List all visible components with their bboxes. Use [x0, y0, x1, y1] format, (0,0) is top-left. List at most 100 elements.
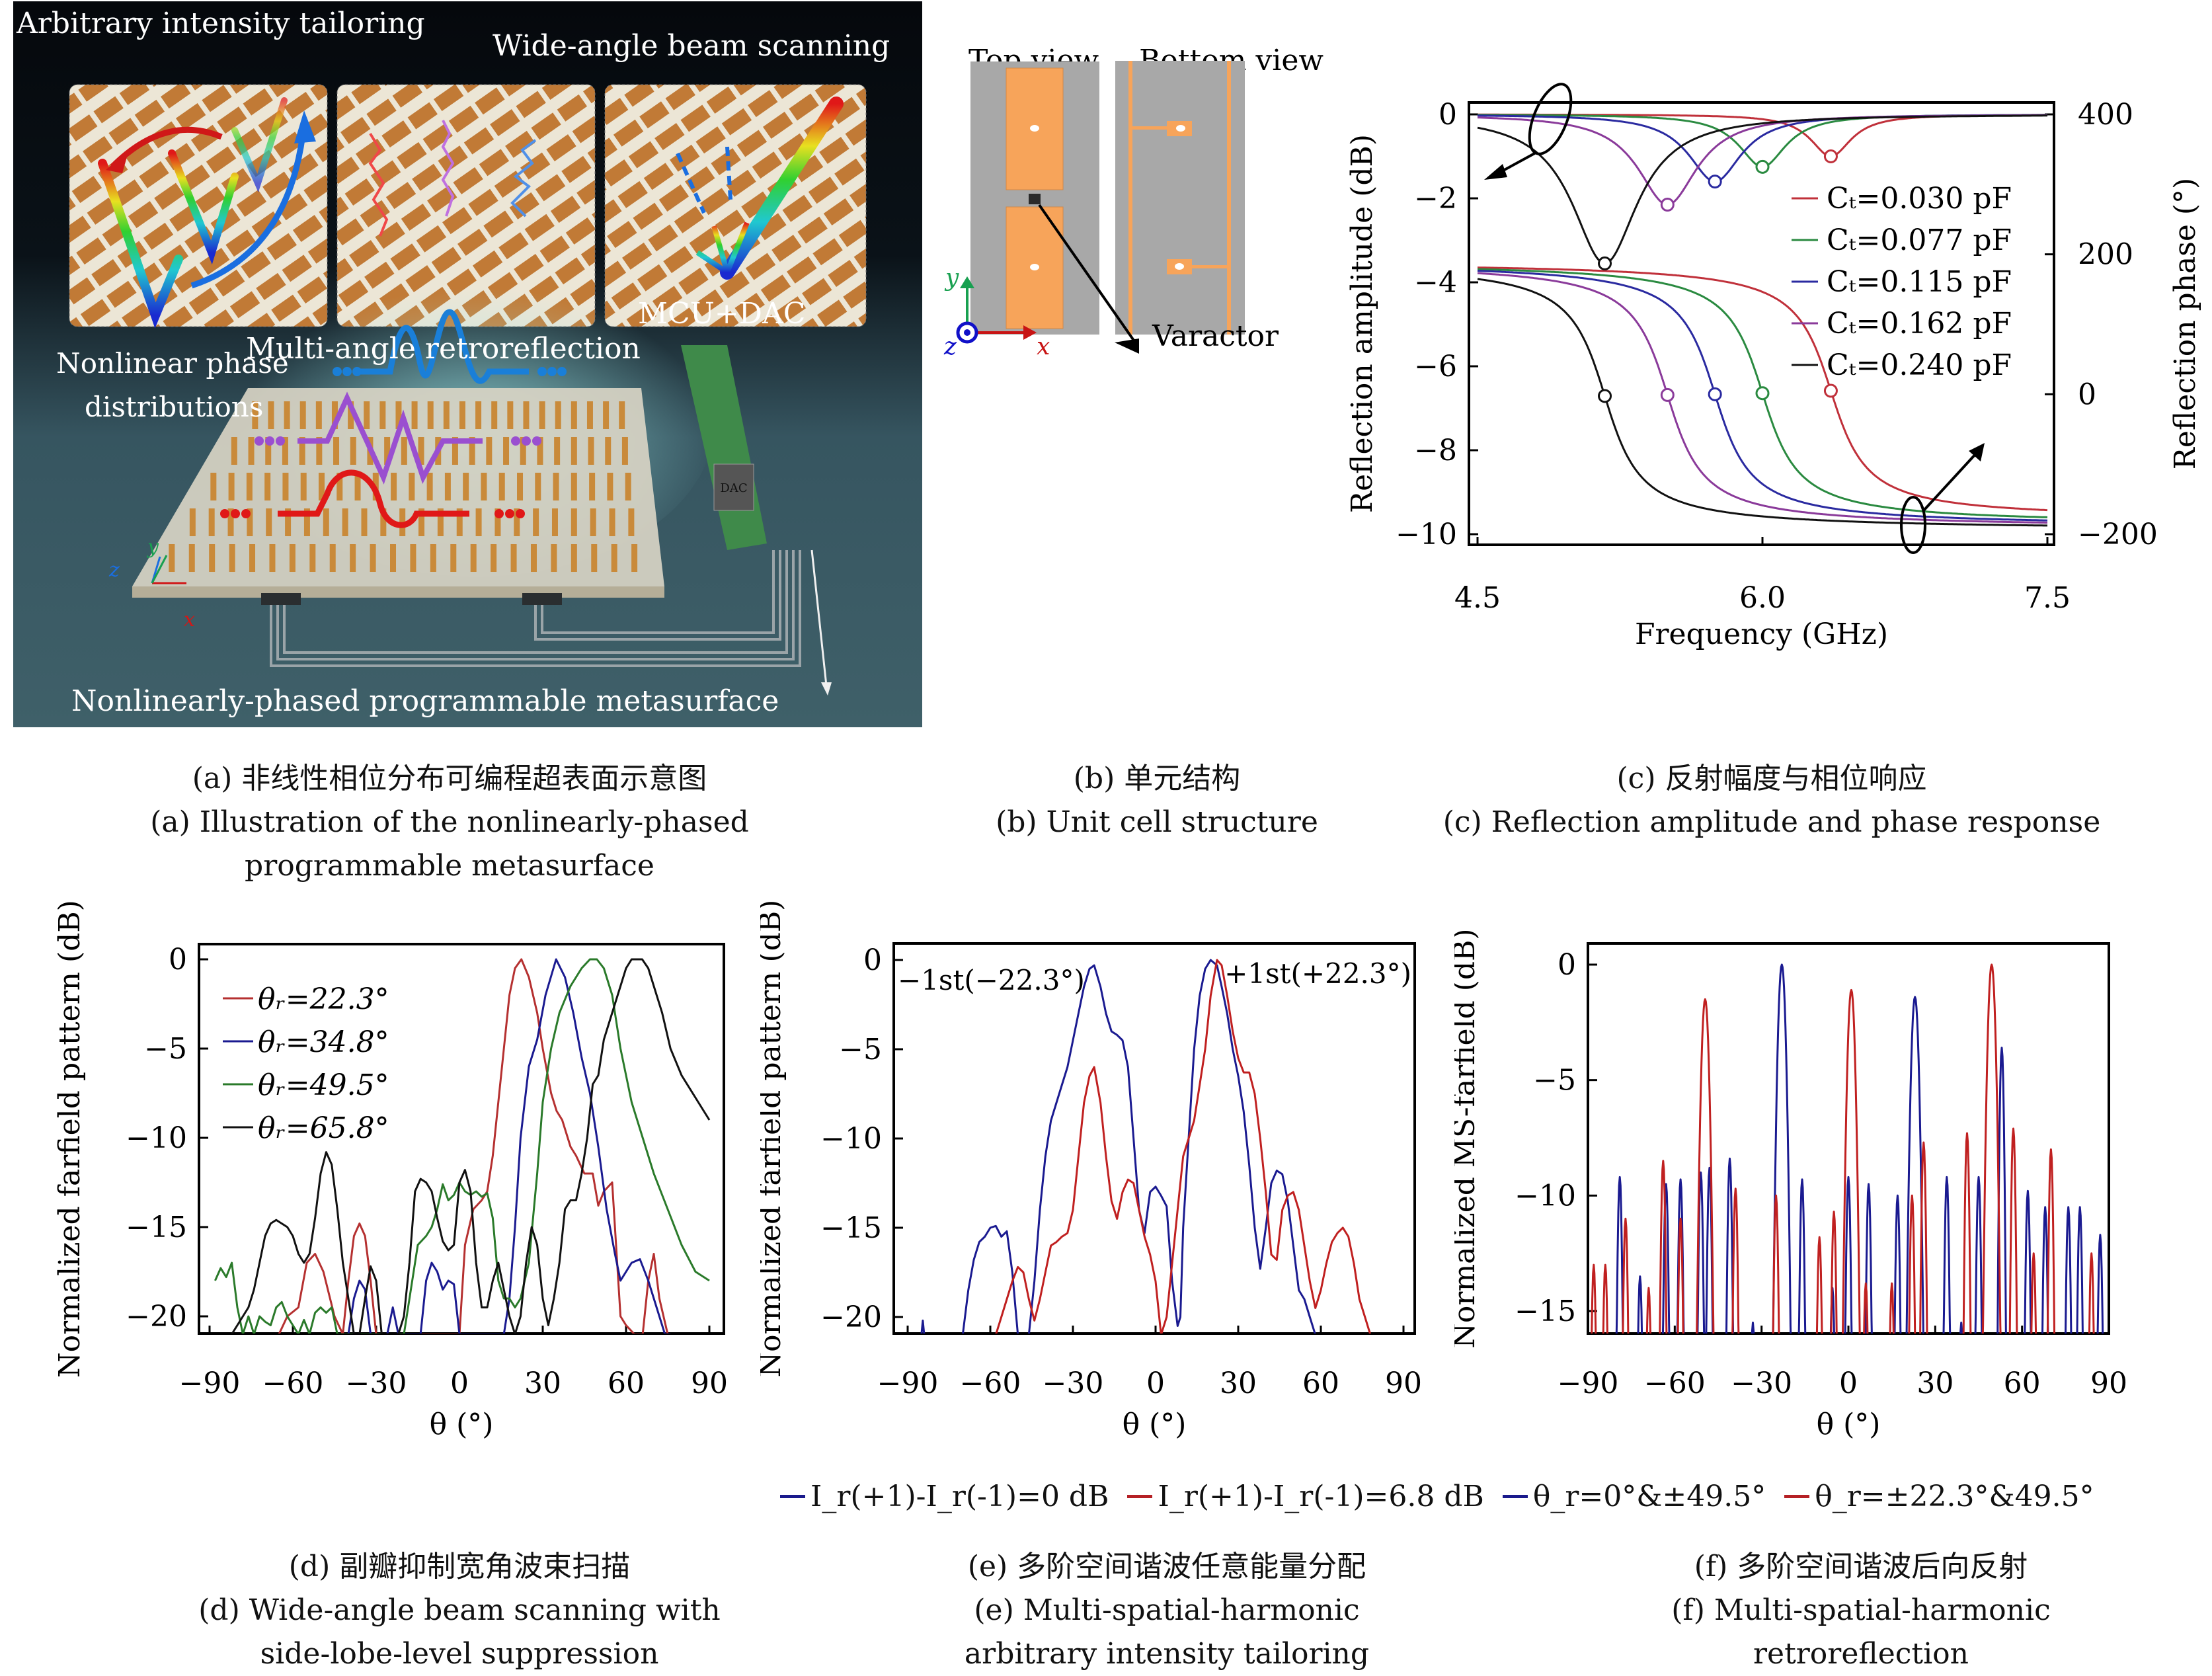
legend-item: θ_r=0°&±49.5°	[1502, 1480, 1766, 1513]
unit-cell-strip	[289, 544, 296, 572]
unit-cell-strip	[247, 508, 253, 536]
y-tick-label: 0	[863, 943, 882, 977]
y-axis-label: Normalized farfield pattern (dB)	[760, 900, 787, 1378]
caption-f: (f) 多阶空间谐波后向反射 (f) Multi-spatial-harmoni…	[1554, 1545, 2168, 1676]
caption-b-en: (b) Unit cell structure	[996, 805, 1318, 839]
panel-c-chart: 4.5 6.0 7.5 0 −2 −4 −6 −8 −10 Frequency (GHz) Refl…	[1342, 66, 2212, 688]
legend-label: I_r(+1)-I_r(-1)=0 dB	[810, 1479, 1109, 1513]
unit-cell-strip	[323, 508, 329, 536]
unit-cell-strip	[265, 437, 272, 465]
unit-cell-strip	[520, 437, 526, 465]
panel-d-chart: −90 −60 −30 0 30 60 90 0 −5 −10 −15 −20 θ (°) Normali…	[53, 879, 754, 1461]
series-line	[1615, 963, 2104, 1334]
unit-cell-strip	[588, 437, 594, 465]
legend-label: Cₜ=0.115 pF	[1827, 265, 2012, 299]
x-axis-label: θ (°)	[1817, 1408, 1881, 1441]
caption-e: (e) 多阶空间谐波任意能量分配 (e) Multi-spatial-harmo…	[859, 1545, 1474, 1676]
unit-cell-strip	[309, 544, 316, 572]
unit-cell-strip	[607, 473, 613, 500]
unit-cell-strip	[475, 508, 482, 536]
x-tick-label: −90	[1558, 1367, 1619, 1400]
unit-cell-strip	[384, 437, 391, 465]
bottom-view	[1115, 61, 1245, 335]
unit-cell-strip	[426, 473, 433, 500]
unit-cell-strip	[370, 544, 376, 572]
y-tick-label: −20	[126, 1300, 187, 1334]
legend-label: θᵣ=49.5°	[258, 1068, 389, 1102]
caption-d-en-2: side-lobe-level suppression	[260, 1637, 659, 1671]
unit-cell-strip	[231, 437, 237, 465]
unit-cell-strip	[282, 437, 288, 465]
y2-tick-label: 0	[2078, 378, 2096, 411]
unit-cell-strip	[333, 437, 340, 465]
unit-cell-strip	[252, 401, 258, 429]
unit-cell-strip	[535, 473, 541, 500]
unit-cell-strip	[390, 544, 397, 572]
caption-a-en-2: programmable metasurface	[245, 849, 654, 883]
x-tick-label: 30	[1916, 1367, 1954, 1400]
unit-cell-strip	[456, 508, 463, 536]
varactor-label: Varactor	[1152, 319, 1279, 353]
legend-label: θᵣ=65.8°	[258, 1111, 389, 1145]
caption-f-cn: (f) 多阶空间谐波后向反射	[1694, 1550, 2028, 1583]
label-retroreflection: Multi-angle retroreflection	[246, 332, 641, 366]
legend-item: I_r(+1)-I_r(-1)=0 dB	[780, 1480, 1109, 1513]
panel-b-unit-cell: Top view Bottom view Varactor	[939, 26, 1362, 674]
y-axis-label: Normalized farfield pattern (dB)	[53, 900, 87, 1378]
unit-cell-strip	[348, 401, 354, 429]
unit-cell-strip	[571, 437, 577, 465]
x-tick-label: −60	[262, 1367, 324, 1400]
unit-cell-strip	[430, 544, 436, 572]
unit-cell-strip	[551, 508, 558, 536]
x-tick-label: 60	[608, 1367, 645, 1400]
y2-tick-label: −200	[2078, 518, 2158, 551]
series-line	[1591, 963, 2095, 1334]
unit-cell-strip	[475, 401, 482, 429]
y-tick-label: −10	[126, 1121, 187, 1155]
x-tick-label: −30	[346, 1367, 407, 1400]
unit-cell-strip	[537, 437, 543, 465]
y-tick-label: 0	[169, 943, 187, 977]
series-line	[214, 958, 710, 1334]
unit-cell-strip	[603, 401, 610, 429]
annotation-plus-first-order: +1st(+22.3°)	[1224, 957, 1411, 990]
unit-cell-strip	[418, 508, 425, 536]
caption-d-en-1: (d) Wide-angle beam scanning with	[198, 1593, 721, 1627]
unit-cell-strip	[444, 473, 451, 500]
y-tick-label: −8	[1414, 434, 1457, 467]
arrow-head	[1484, 164, 1507, 180]
unit-cell-strip	[285, 508, 292, 536]
unit-cell-strip	[228, 473, 235, 500]
unit-cell-strip	[611, 544, 617, 572]
bottom-legend: I_r(+1)-I_r(-1)=0 dB I_r(+1)-I_r(-1)=6.8…	[780, 1473, 2195, 1519]
y-tick-label: −10	[1515, 1179, 1576, 1213]
unit-cell-strip	[227, 508, 234, 536]
unit-cell-strip	[249, 544, 256, 572]
unit-cell-strip	[210, 473, 217, 500]
unit-cell-strip	[591, 544, 598, 572]
phase-line	[1477, 266, 2048, 512]
unit-cell-strip	[282, 473, 289, 500]
legend-swatch-red	[1127, 1494, 1153, 1498]
unit-cell-strip	[318, 473, 325, 500]
y-tick-label: −2	[1414, 182, 1457, 216]
y-tick-label: −15	[1515, 1295, 1576, 1328]
unit-cell-strip	[188, 544, 195, 572]
label-mcu-dac: MCU+DAC	[638, 297, 805, 331]
mcu-dac-board: DAC	[681, 345, 767, 550]
unit-cell-strip	[554, 437, 561, 465]
legend-label: I_r(+1)-I_r(-1)=6.8 dB	[1158, 1479, 1484, 1513]
caption-e-cn: (e) 多阶空间谐波任意能量分配	[967, 1550, 1366, 1583]
inset-phase-waves	[336, 84, 596, 327]
axis-y-label: y	[146, 536, 159, 559]
legend-swatch-blue	[1502, 1494, 1528, 1498]
phase-distribution-red	[220, 469, 525, 528]
y-tick-label: −4	[1414, 266, 1457, 299]
annotation-minus-first-order: −1st(−22.3°)	[898, 964, 1085, 996]
unit-cell-strip	[571, 508, 577, 536]
x-tick-label: −30	[1731, 1367, 1792, 1400]
panel-a-illustration: DAC x z y Arbitrary intensity tailoring …	[13, 1, 922, 727]
unit-cell-strip	[246, 473, 253, 500]
unit-cell-strip	[410, 544, 416, 572]
legend-label: θᵣ=22.3°	[258, 982, 389, 1016]
